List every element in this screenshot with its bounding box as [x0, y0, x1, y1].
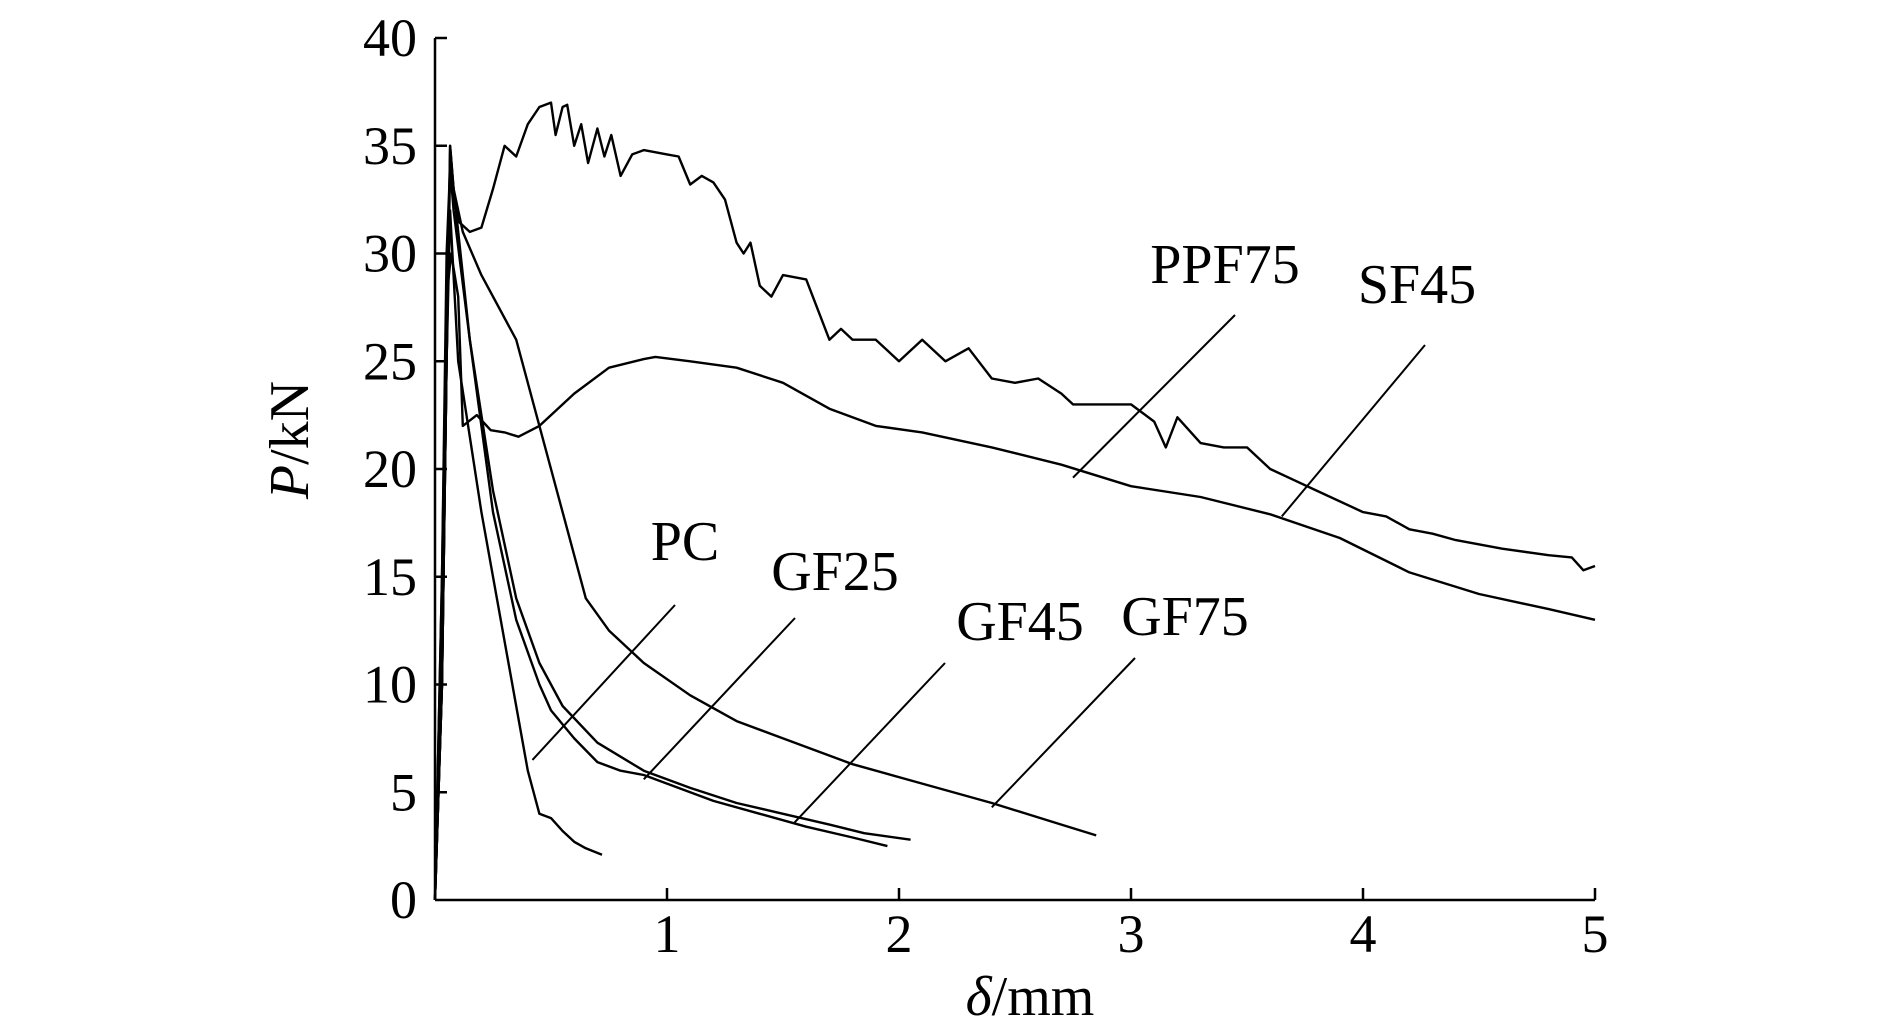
y-tick-label: 5	[390, 762, 417, 822]
series-label-gf75: GF75	[1121, 586, 1249, 648]
series-line-pc	[433, 209, 603, 901]
y-axis-unit: /kN	[259, 381, 321, 465]
leader-line-gf75	[991, 657, 1136, 809]
y-axis-title: P/kN	[259, 381, 321, 500]
series-label-sf45: SF45	[1358, 254, 1476, 316]
x-axis-title: δ/mm	[966, 966, 1095, 1028]
series-line-gf75	[433, 144, 1097, 901]
y-tick-label: 25	[363, 331, 417, 391]
series-label-gf45: GF45	[956, 591, 1084, 653]
x-tick-label: 1	[654, 904, 681, 964]
y-tick-label: 40	[363, 8, 417, 68]
y-tick-label: 20	[363, 439, 417, 499]
leader-line-pc	[531, 604, 676, 761]
y-ticks: 0 5 10 15 20 25 30 35 40	[363, 8, 447, 930]
y-tick-label: 30	[363, 224, 417, 284]
x-ticks: 1 2 3 4 5	[654, 888, 1609, 964]
y-tick-label: 15	[363, 547, 417, 607]
x-tick-label: 4	[1350, 904, 1377, 964]
series-line-sf45	[433, 101, 1596, 901]
x-tick-label: 3	[1118, 904, 1145, 964]
series-label-ppf75: PPF75	[1150, 234, 1299, 296]
series-label-pc: PC	[651, 511, 720, 573]
x-axis-symbol: δ	[966, 966, 993, 1028]
leader-line-gf45	[793, 662, 946, 824]
leader-line-gf25	[643, 617, 796, 781]
series-line-ppf75	[433, 252, 1596, 901]
series-label-gf25: GF25	[771, 541, 899, 603]
curves	[433, 101, 1596, 901]
y-tick-label: 35	[363, 116, 417, 176]
y-tick-label: 0	[390, 870, 417, 930]
leader-lines	[531, 314, 1426, 824]
x-axis-unit: /mm	[992, 966, 1095, 1028]
x-tick-label: 2	[886, 904, 913, 964]
leader-line-sf45	[1281, 344, 1426, 518]
y-tick-label: 10	[363, 655, 417, 715]
series-labels: PC GF25 GF45 GF75 PPF75 SF45	[651, 234, 1476, 653]
x-tick-label: 5	[1582, 904, 1609, 964]
leader-line-ppf75	[1072, 314, 1236, 479]
y-axis-symbol: P	[259, 465, 321, 500]
